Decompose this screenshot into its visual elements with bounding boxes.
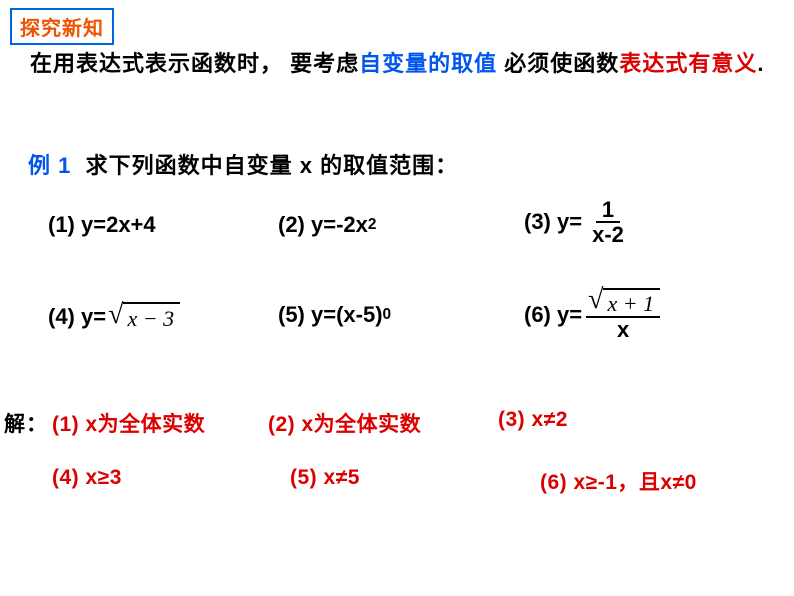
eq6-radicand: x + 1 [603,288,660,315]
eq5-sup: 0 [383,306,392,324]
intro-p3: 自变量的取值 [359,51,497,76]
intro-p2: 要考虑 [290,51,359,76]
answer-1: (1) x为全体实数 [52,408,205,438]
equation-2: (2) y=-2x2 [278,212,376,238]
eq4-pre: (4) y= [48,304,106,330]
eq3-den: x-2 [586,223,630,246]
eq2-sup: 2 [368,216,377,234]
eq2-text: (2) y=-2x [278,212,368,238]
answer-2: (2) x为全体实数 [268,408,421,438]
intro-p5: 表达式有意义 [619,51,757,76]
eq6-num: √ x + 1 [586,288,660,318]
sqrt-icon: √ [108,301,123,329]
eq6-pre: (6) y= [524,302,582,328]
eq4-radicand: x − 3 [123,302,180,332]
answer-6: (6) x≥-1，且x≠0 [540,466,697,496]
eq1-text: (1) y=2x+4 [48,212,156,238]
intro-p6: . [757,51,764,76]
eq6-sqrt: √ x + 1 [588,288,660,316]
sqrt-icon: √ [588,286,603,314]
equation-5: (5) y=(x-5)0 [278,302,391,328]
answer-4: (4) x≥3 [52,466,122,490]
section-badge: 探究新知 [10,8,114,45]
example-title: 例 1 求下列函数中自变量 x 的取值范围： [28,148,458,180]
eq4-sqrt: √ x − 3 [108,302,180,332]
intro-text: 在用表达式表示函数时， 要考虑自变量的取值 必须使函数表达式有意义. [30,44,774,84]
example-text: 求下列函数中自变量 x 的取值范围： [86,153,458,178]
answer-3: (3) x≠2 [498,408,568,432]
badge-text: 探究新知 [20,18,104,40]
intro-p1: 在用表达式表示函数时， [30,51,283,76]
equation-1: (1) y=2x+4 [48,212,156,238]
eq3-pre: (3) y= [524,209,582,235]
answer-5: (5) x≠5 [290,466,360,490]
eq5-text: (5) y=(x-5) [278,302,383,328]
equation-6: (6) y= √ x + 1 x [524,288,660,341]
example-label: 例 1 [28,153,71,178]
equation-4: (4) y= √ x − 3 [48,302,180,332]
equation-3: (3) y= 1 x-2 [524,198,630,246]
eq6-fraction: √ x + 1 x [586,288,660,341]
answers-label: 解： [4,408,48,438]
answers-label-text: 解： [4,413,48,436]
eq3-fraction: 1 x-2 [586,198,630,246]
eq3-num: 1 [596,198,620,223]
intro-p4: 必须使函数 [504,51,619,76]
eq6-den: x [611,318,635,341]
